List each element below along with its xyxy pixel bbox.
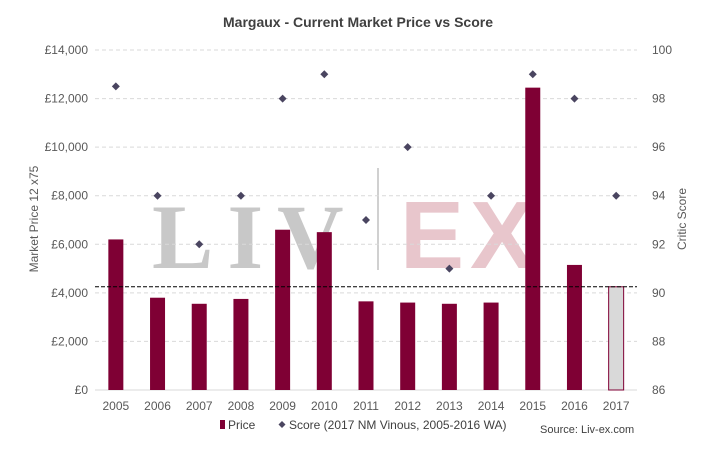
price-bar (150, 297, 166, 390)
y-right-tick-label: 98 (652, 92, 666, 106)
score-point (278, 94, 287, 103)
price-bar (566, 264, 582, 390)
liv-ex-watermark: LIV EX (152, 168, 540, 289)
x-tick-label: 2013 (436, 399, 463, 413)
score-point (612, 191, 621, 200)
score-point (153, 191, 162, 200)
price-bar (316, 232, 332, 390)
price-bar (608, 286, 625, 391)
score-point (445, 264, 454, 273)
y-right-tick-label: 90 (652, 286, 666, 300)
price-bar (400, 302, 416, 390)
price-bar (275, 229, 291, 390)
score-point (236, 191, 245, 200)
y-left-tick-label: £4,000 (51, 286, 88, 300)
price-bar (525, 87, 541, 391)
watermark-ex: EX (400, 182, 540, 289)
price-bar (108, 239, 124, 390)
y-right-tick-label: 94 (652, 189, 666, 203)
y-left-tick-label: £0 (75, 383, 89, 397)
score-point (320, 70, 329, 79)
y-right-tick-label: 100 (652, 43, 672, 57)
score-points (111, 70, 621, 273)
score-point (195, 240, 204, 249)
legend-price-label: Price (228, 418, 256, 432)
price-bar (191, 303, 207, 390)
x-tick-label: 2005 (102, 399, 129, 413)
y-left-tick-label: £10,000 (45, 140, 89, 154)
y-right-tick-label: 86 (652, 383, 666, 397)
x-tick-label: 2015 (519, 399, 546, 413)
source-note: Source: Liv-ex.com (540, 424, 634, 436)
score-point (403, 143, 412, 152)
y-right-tick-label: 92 (652, 237, 666, 251)
x-axis: 2005 2006 2007 2008 2009 2010 2011 2012 2013 2014… (102, 399, 629, 413)
x-tick-label: 2012 (394, 399, 421, 413)
x-tick-label: 2007 (186, 399, 213, 413)
legend-score-label: Score (2017 NM Vinous, 2005-2016 WA) (289, 418, 506, 432)
score-point (528, 70, 537, 79)
price-bar (483, 302, 499, 390)
y-axis-left: £0 £2,000 £4,000 £6,000 £8,000 £10,000 £12,000… (45, 43, 89, 397)
price-bars (108, 87, 625, 391)
x-tick-label: 2017 (603, 399, 630, 413)
y-left-tick-label: £12,000 (45, 92, 89, 106)
x-tick-label: 2014 (478, 399, 505, 413)
x-tick-label: 2009 (269, 399, 296, 413)
chart-title: Margaux - Current Market Price vs Score (223, 14, 493, 30)
score-point (487, 191, 496, 200)
y-left-tick-label: £2,000 (51, 334, 88, 348)
x-tick-label: 2006 (144, 399, 171, 413)
y-axis-right-label: Critic Score (675, 188, 689, 250)
watermark-liv: LIV (152, 186, 358, 288)
y-left-tick-label: £8,000 (51, 189, 88, 203)
y-left-tick-label: £14,000 (45, 43, 89, 57)
legend-score-swatch (278, 421, 286, 428)
x-tick-label: 2008 (228, 399, 255, 413)
y-axis-left-label: Market Price 12 x75 (27, 165, 41, 272)
y-right-tick-label: 96 (652, 140, 666, 154)
y-left-tick-label: £6,000 (51, 237, 88, 251)
score-point (362, 216, 370, 224)
legend: Price Score (2017 NM Vinous, 2005-2016 W… (220, 418, 506, 432)
price-bar (233, 298, 249, 390)
y-axis-right: 86 88 90 92 94 96 98 100 (652, 43, 672, 397)
x-tick-label: 2016 (561, 399, 588, 413)
price-bar (441, 303, 457, 390)
x-tick-label: 2011 (353, 399, 379, 413)
y-right-tick-label: 88 (652, 334, 666, 348)
price-bar (358, 301, 374, 390)
x-tick-label: 2010 (311, 399, 338, 413)
score-point (570, 94, 579, 103)
legend-price-swatch (220, 420, 225, 429)
score-point (111, 82, 120, 91)
